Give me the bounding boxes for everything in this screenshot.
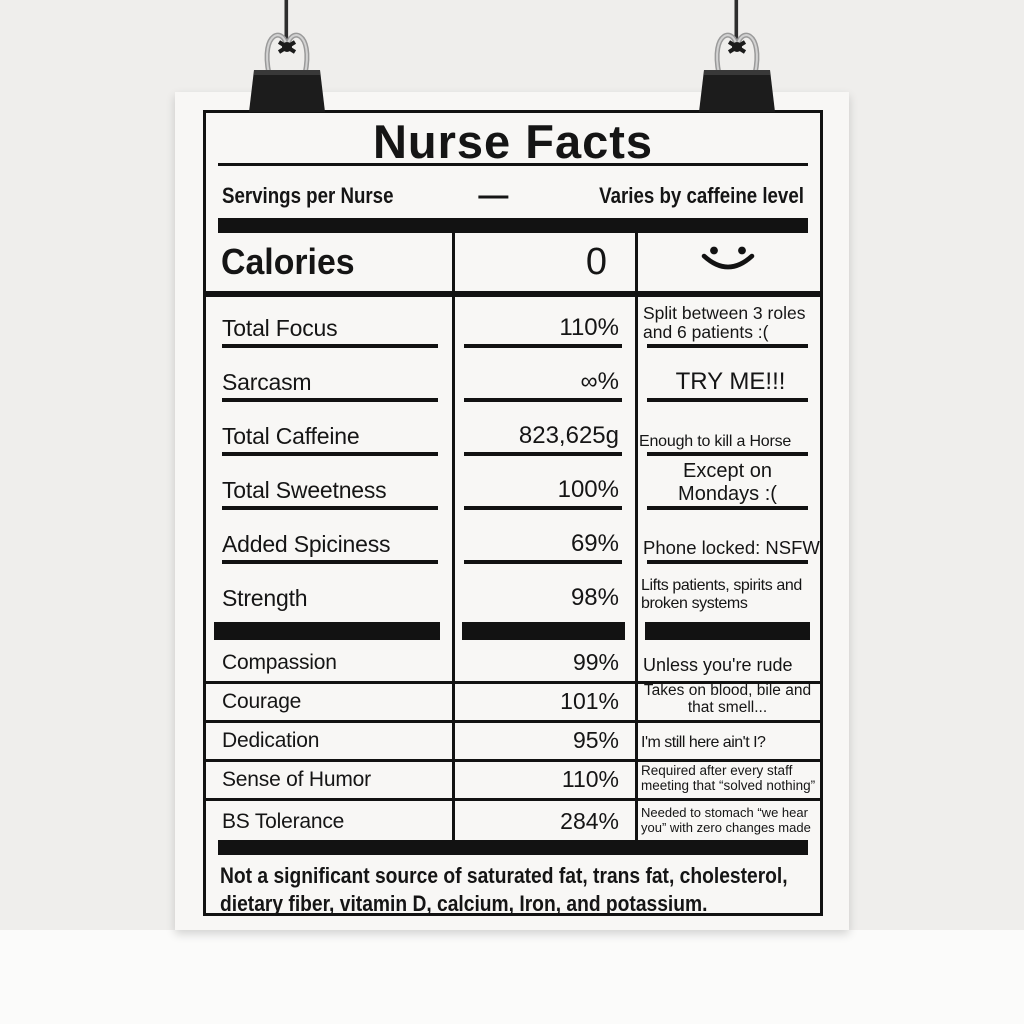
column-divider — [452, 233, 455, 840]
fact-name: Added Spiciness — [222, 531, 391, 557]
servings-dash: — — [478, 179, 509, 212]
fact-value: 99% — [572, 649, 619, 675]
table-row: Courage 101% Takes on blood, bile and th… — [206, 681, 820, 723]
fact-value: 823,625g — [518, 422, 619, 449]
fact-name: Sarcasm — [222, 369, 312, 395]
header-bar — [218, 218, 808, 233]
binder-clip-icon — [227, 0, 347, 118]
lower-section: Compassion 99% Unless you're rude Courag… — [206, 645, 820, 840]
calories-value: 0 — [585, 240, 607, 283]
fact-note: Enough to kill a Horse — [639, 433, 792, 451]
fact-name: Sense of Humor — [222, 768, 371, 791]
facts-table: Calories 0 Total Focus 110% Split betwee… — [206, 233, 820, 840]
background-floor — [0, 930, 1024, 1024]
fact-value: 95% — [572, 727, 619, 753]
table-row: BS Tolerance 284% Needed to stomach “we … — [206, 801, 820, 840]
fact-name: Dedication — [222, 729, 320, 752]
table-row: Total Caffeine 823,625g Enough to kill a… — [206, 405, 820, 459]
fact-note: Needed to stomach “we hear you” with zer… — [641, 805, 811, 836]
poster: Nurse Facts Servings per Nurse — Varies … — [175, 92, 849, 930]
fact-note: Phone locked: NSFW — [643, 537, 820, 559]
fact-note: Lifts patients, spirits and broken syste… — [641, 577, 802, 613]
fact-name: Total Focus — [222, 315, 338, 341]
fact-note: I'm still here ain't I? — [641, 734, 766, 752]
fact-value: 100% — [557, 476, 619, 503]
fact-name: Total Sweetness — [222, 477, 387, 503]
hanging-string — [734, 0, 739, 46]
footer-bar — [218, 840, 808, 855]
table-row: Dedication 95% I'm still here ain't I? — [206, 723, 820, 762]
calories-row: Calories 0 — [206, 233, 820, 291]
fact-note: Unless you're rude — [643, 654, 793, 675]
calories-rule — [206, 291, 820, 297]
fact-name: Courage — [222, 690, 302, 713]
binder-clip-icon — [677, 0, 797, 118]
fact-name: Total Caffeine — [222, 423, 360, 449]
fact-note: Takes on blood, bile and that smell... — [643, 681, 812, 716]
title-rule — [218, 163, 808, 166]
smiley-icon — [701, 246, 754, 270]
fact-value: ∞% — [580, 368, 619, 395]
fact-value: 69% — [570, 530, 619, 557]
nutrition-label: Nurse Facts Servings per Nurse — Varies … — [203, 110, 823, 916]
table-row: Total Sweetness 100% Except on Mondays :… — [206, 459, 820, 513]
fact-name: BS Tolerance — [222, 810, 345, 833]
fact-value: 110% — [561, 766, 619, 792]
fact-note: TRY ME!!! — [675, 368, 786, 396]
fact-name: Compassion — [222, 651, 337, 674]
column-divider — [635, 233, 638, 840]
fact-note: Required after every staff meeting that … — [641, 762, 816, 794]
fact-note: Split between 3 roles and 6 patients :( — [643, 302, 806, 343]
servings-row: Servings per Nurse — Varies by caffeine … — [206, 166, 820, 218]
fact-value: 98% — [570, 584, 619, 611]
fact-value: 284% — [560, 808, 619, 834]
page-title: Nurse Facts — [372, 115, 654, 168]
separator-bars — [206, 622, 820, 640]
fact-value: 101% — [560, 688, 619, 714]
servings-value: Varies by caffeine level — [599, 183, 804, 208]
servings-label: Servings per Nurse — [222, 183, 394, 208]
upper-section: Total Focus 110% Split between 3 roles a… — [206, 297, 820, 621]
table-row: Sense of Humor 110% Required after every… — [206, 762, 820, 801]
table-row: Total Focus 110% Split between 3 roles a… — [206, 297, 820, 351]
fact-note: Except on Mondays :( — [678, 460, 777, 505]
footer-note: Not a significant source of saturated fa… — [220, 863, 788, 916]
table-row: Compassion 99% Unless you're rude — [206, 645, 820, 684]
table-row: Added Spiciness 69% Phone locked: NSFW — [206, 513, 820, 567]
table-row: Sarcasm ∞% TRY ME!!! — [206, 351, 820, 405]
fact-name: Strength — [222, 585, 308, 611]
fact-value: 110% — [559, 314, 619, 341]
hanging-string — [284, 0, 289, 46]
table-row: Strength 98% Lifts patients, spirits and… — [206, 567, 820, 621]
calories-label: Calories — [221, 241, 355, 282]
